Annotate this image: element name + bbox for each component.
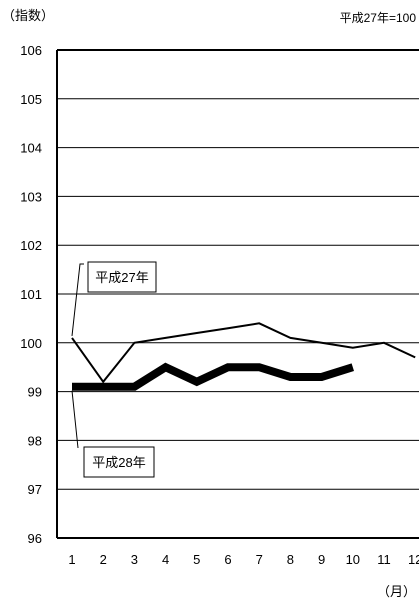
x-tick-label: 8 (287, 552, 294, 567)
y-tick-label: 102 (20, 238, 42, 253)
y-tick-label: 97 (28, 482, 42, 497)
y-tick-label: 103 (20, 189, 42, 204)
y-tick-label: 105 (20, 92, 42, 107)
x-axis-label: （月） (377, 584, 416, 599)
x-tick-label: 9 (318, 552, 325, 567)
x-tick-label: 11 (377, 552, 391, 567)
x-tick-label: 7 (256, 552, 263, 567)
x-tick-label: 1 (68, 552, 75, 567)
x-tick-label: 10 (346, 552, 360, 567)
series (71, 322, 416, 391)
y-tick-label: 104 (20, 141, 42, 156)
series-line-h27 (71, 322, 416, 384)
x-tick-label: 12 (408, 552, 419, 567)
y-tick-label: 98 (28, 433, 42, 448)
y-unit-label: （指数） (2, 8, 54, 23)
y-tick-label: 101 (20, 287, 42, 302)
x-tick-label: 5 (193, 552, 200, 567)
series-line-h28 (72, 362, 354, 391)
callout-box-h28 (83, 446, 155, 478)
legend-label-h27: 平成27年 (95, 270, 148, 285)
callout-box-h27 (87, 261, 157, 293)
x-tick-label: 3 (131, 552, 138, 567)
callout-leader-h27 (71, 263, 84, 336)
legend-label-h28: 平成28年 (92, 455, 145, 470)
x-tick-label: 6 (224, 552, 231, 567)
callout-leader-h28 (71, 390, 79, 449)
y-tick-label: 96 (28, 531, 42, 546)
y-tick-label: 106 (20, 43, 42, 58)
x-tick-label: 2 (100, 552, 107, 567)
base-note: 平成27年=100 (340, 11, 417, 25)
y-tick-label: 100 (20, 336, 42, 351)
y-tick-label: 99 (28, 385, 42, 400)
grid (56, 49, 419, 539)
x-tick-label: 4 (162, 552, 169, 567)
